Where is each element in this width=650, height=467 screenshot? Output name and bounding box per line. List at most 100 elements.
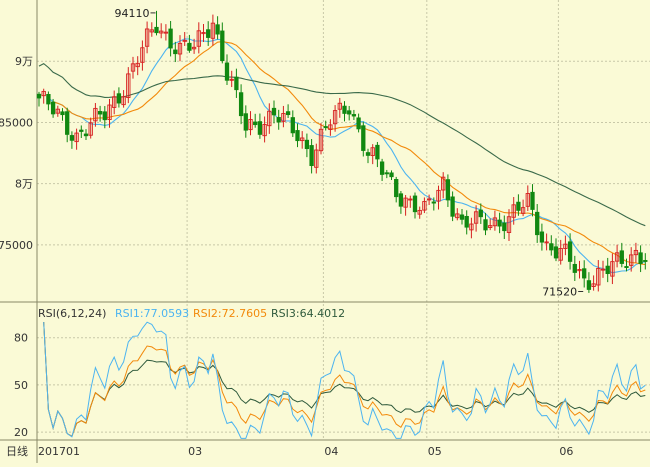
- candle: [238, 84, 244, 125]
- candle: [389, 170, 394, 180]
- candle: [619, 242, 624, 268]
- candle: [323, 120, 328, 131]
- candle: [159, 23, 164, 39]
- candle: [455, 208, 460, 221]
- candle: [97, 105, 103, 122]
- candle: [563, 235, 568, 256]
- candle: [553, 238, 559, 262]
- candle-body-up: [558, 248, 563, 261]
- candle: [229, 70, 234, 88]
- candle: [398, 190, 404, 214]
- candle-body-down: [83, 133, 89, 137]
- candle-body-down: [624, 266, 629, 268]
- candle-body-down: [605, 265, 610, 275]
- candle-body-down: [238, 92, 244, 117]
- candle-body-down: [102, 111, 107, 121]
- price-tick-label: 8万: [15, 178, 33, 191]
- candle-body-down: [431, 201, 436, 204]
- candle-body-down: [154, 26, 159, 34]
- candle-body-down: [50, 101, 56, 115]
- time-tick-label: 05: [428, 445, 442, 458]
- candle-body-up: [600, 268, 606, 271]
- candle-body-up: [422, 201, 427, 211]
- candle-body-down: [643, 260, 648, 262]
- candle: [220, 22, 225, 64]
- candle-body-up: [229, 78, 234, 81]
- candle: [473, 205, 479, 232]
- period-label: 日线: [6, 444, 28, 458]
- candle: [544, 233, 549, 251]
- candle-body-up: [469, 223, 474, 231]
- candle-body-down: [234, 76, 239, 91]
- candle: [431, 197, 436, 211]
- rsi3-line: [43, 321, 646, 438]
- candle: [144, 21, 150, 54]
- candle-body-up: [426, 198, 432, 201]
- candle-body-up: [107, 104, 112, 120]
- candle: [177, 35, 183, 62]
- candle-body-down: [342, 105, 347, 114]
- candle-body-up: [191, 46, 197, 50]
- candle: [102, 106, 107, 129]
- candle: [309, 139, 314, 174]
- candle-body-up: [144, 28, 150, 47]
- candle-body-up: [135, 62, 140, 68]
- candle-body-up: [55, 108, 60, 114]
- candle: [314, 143, 319, 174]
- candle: [347, 106, 352, 121]
- candle: [112, 90, 117, 115]
- candle: [210, 14, 216, 46]
- candle: [614, 244, 620, 268]
- candle-body-up: [121, 96, 126, 106]
- candle-body-up: [417, 209, 422, 215]
- candle-body-down: [97, 111, 103, 115]
- candle: [182, 32, 187, 46]
- candle-body-up: [436, 189, 441, 202]
- candle: [116, 87, 122, 108]
- candle: [248, 111, 253, 136]
- candle: [93, 103, 98, 127]
- candle-body-down: [243, 113, 248, 131]
- candle: [478, 203, 483, 224]
- candle: [469, 217, 474, 239]
- candle: [582, 260, 587, 288]
- candle: [36, 91, 42, 107]
- candle: [257, 113, 263, 139]
- candle: [445, 174, 451, 207]
- rsi1-legend: RSI1:77.0593: [115, 307, 189, 320]
- candle-body-down: [347, 110, 352, 115]
- candle-body-down: [36, 93, 42, 99]
- candle-body-down: [582, 268, 587, 279]
- candle: [215, 16, 220, 40]
- candle: [74, 128, 79, 150]
- candle: [502, 215, 507, 239]
- rsi-tick-label: 80: [14, 332, 28, 345]
- candle: [492, 210, 498, 231]
- candle-body-down: [60, 111, 65, 116]
- candle-body-up: [41, 90, 46, 97]
- candle: [173, 41, 178, 63]
- moving-averages: [38, 38, 646, 274]
- candle: [441, 172, 446, 199]
- candle-body-down: [276, 117, 281, 123]
- candle: [267, 103, 272, 134]
- candle-body-down: [351, 114, 357, 117]
- candle: [497, 212, 502, 234]
- candles: [36, 10, 648, 293]
- candle-body-down: [379, 161, 385, 175]
- candle-body-up: [140, 47, 145, 63]
- candle-body-down: [450, 196, 455, 217]
- candle-body-up: [149, 29, 154, 33]
- candle: [506, 209, 512, 241]
- candle-body-up: [130, 63, 136, 72]
- candle-body-down: [79, 129, 84, 132]
- candle-body-down: [168, 28, 173, 49]
- ma-long-line: [38, 62, 646, 227]
- candle: [262, 116, 267, 143]
- candle-body-up: [201, 32, 206, 35]
- candle: [196, 22, 201, 54]
- candle-body-down: [215, 24, 220, 35]
- candle-body-down: [549, 243, 554, 251]
- candle-body-down: [304, 139, 310, 150]
